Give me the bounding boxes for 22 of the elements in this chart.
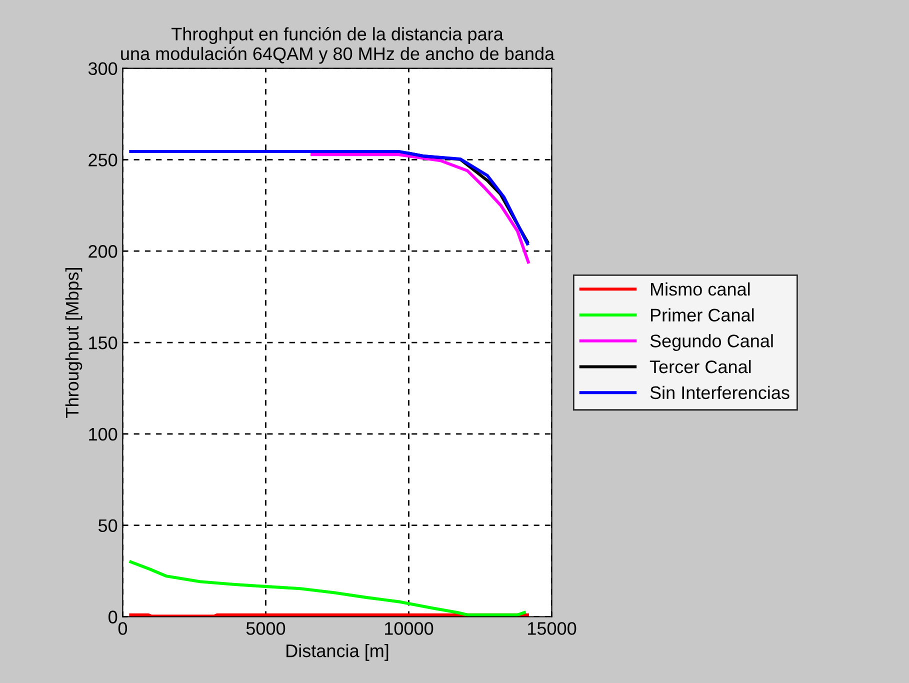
chart-title: Throghput en función de la distancia para una modulación 64QAM y 80 MHz de ancho de banda — [121, 26, 555, 64]
y-tick-label: 0 — [108, 610, 118, 624]
legend-label: Sin Interferencias — [650, 386, 790, 400]
x-tick-label: 0 — [118, 622, 128, 635]
line-series — [129, 560, 526, 616]
legend-label: Mismo canal — [650, 282, 750, 296]
x-tick-label: 10000 — [385, 622, 434, 635]
y-tick-label: 300 — [88, 62, 118, 76]
y-tick-label: 150 — [89, 336, 118, 350]
legend-label: Primer Canal — [650, 308, 754, 322]
y-tick-label: 200 — [88, 245, 118, 258]
legend-label: Tercer Canal — [650, 360, 751, 374]
legend-label: Segundo Canal — [650, 334, 773, 351]
y-tick-label: 50 — [98, 519, 118, 532]
line-series — [129, 150, 529, 246]
x-tick-label: 5000 — [246, 622, 286, 635]
line-series — [310, 153, 530, 264]
x-axis-title: Distancia [m] — [286, 644, 388, 661]
y-tick-label: 250 — [88, 154, 118, 166]
y-axis-title: Throughput [Mbps] — [65, 268, 82, 418]
y-tick-label: 100 — [89, 428, 118, 441]
x-tick-label: 15000 — [528, 622, 576, 635]
